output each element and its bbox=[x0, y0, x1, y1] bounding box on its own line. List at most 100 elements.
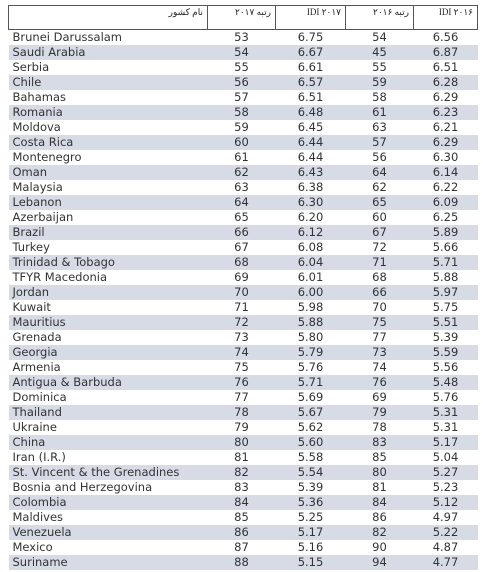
country-cell: Chile bbox=[8, 75, 208, 90]
value-cell: 6.12 bbox=[275, 225, 346, 240]
value-cell: 6.51 bbox=[297, 90, 324, 104]
value-cell: 78 bbox=[207, 405, 276, 420]
table-row: Brunei Darussalam 53 6.75 54 6.56 bbox=[9, 30, 478, 46]
value-cell: 59 bbox=[345, 75, 414, 90]
value-cell: 6.29 bbox=[432, 90, 459, 104]
value-cell: 55 bbox=[372, 60, 387, 74]
country-cell: Thailand bbox=[8, 405, 208, 420]
table-row: Iran (I.R.) 81 5.58 85 5.04 bbox=[9, 450, 478, 465]
country-cell: Bosnia and Herzegovina bbox=[12, 480, 153, 494]
value-cell: 73 bbox=[234, 330, 249, 344]
country-cell: Maldives bbox=[12, 510, 64, 524]
value-cell: 5.97 bbox=[413, 285, 478, 300]
value-cell: 6.30 bbox=[275, 195, 346, 210]
value-cell: 85 bbox=[372, 450, 387, 464]
table-row: Kuwait 71 5.98 70 5.75 bbox=[9, 300, 478, 315]
table-row: Trinidad & Tobago 68 6.04 71 5.71 bbox=[8, 255, 478, 270]
value-cell: 6.29 bbox=[413, 135, 478, 150]
table-row: Georgia 74 5.79 73 5.59 bbox=[8, 345, 478, 360]
value-cell: 5.27 bbox=[413, 465, 478, 480]
value-cell: 5.22 bbox=[413, 525, 478, 540]
value-cell: 6.28 bbox=[413, 75, 478, 90]
value-cell: 6.09 bbox=[413, 195, 478, 210]
value-cell: 60 bbox=[207, 135, 276, 150]
country-cell: Iran (I.R.) bbox=[12, 450, 66, 464]
value-cell: 86 bbox=[372, 510, 387, 524]
value-cell: 5.76 bbox=[432, 390, 459, 404]
table-row: Saudi Arabia 54 6.67 45 6.87 bbox=[8, 45, 478, 60]
table-row: Azerbaijan 65 6.20 60 6.25 bbox=[9, 210, 478, 225]
table-row: Bahamas 57 6.51 58 6.29 bbox=[9, 90, 478, 105]
value-cell: 64 bbox=[207, 195, 276, 210]
country-cell: Kuwait bbox=[12, 300, 51, 314]
table-row: Serbia 55 6.61 55 6.51 bbox=[9, 60, 478, 75]
value-cell: 67 bbox=[345, 225, 414, 240]
value-cell: 6.14 bbox=[413, 165, 478, 180]
country-cell: Brazil bbox=[8, 225, 208, 240]
country-cell: Malaysia bbox=[12, 180, 63, 194]
header-cell: IDI ۲۰۱۷ bbox=[275, 5, 346, 30]
value-cell: 5.04 bbox=[432, 450, 459, 464]
value-cell: 61 bbox=[234, 150, 249, 164]
country-cell: Azerbaijan bbox=[12, 210, 74, 224]
value-cell: 6.61 bbox=[297, 60, 324, 74]
value-cell: 5.56 bbox=[432, 360, 459, 374]
value-cell: 5.16 bbox=[297, 540, 324, 554]
value-cell: 65 bbox=[234, 210, 249, 224]
country-cell: China bbox=[8, 435, 208, 450]
country-cell: Georgia bbox=[8, 345, 208, 360]
table-row: Oman 62 6.43 64 6.14 bbox=[8, 165, 478, 180]
table-row: Suriname 88 5.15 94 4.77 bbox=[8, 555, 478, 570]
country-cell: Bahamas bbox=[12, 90, 67, 104]
value-cell: 6.23 bbox=[413, 105, 478, 120]
value-cell: 76 bbox=[207, 375, 276, 390]
value-cell: 5.80 bbox=[297, 330, 324, 344]
value-cell: 77 bbox=[372, 330, 387, 344]
value-cell: 86 bbox=[207, 525, 276, 540]
country-cell: TFYR Macedonia bbox=[12, 270, 108, 284]
value-cell: 5.54 bbox=[275, 465, 346, 480]
value-cell: 5.89 bbox=[413, 225, 478, 240]
value-cell: 83 bbox=[234, 480, 249, 494]
country-cell: Saudi Arabia bbox=[8, 45, 208, 60]
value-cell: 6.25 bbox=[432, 210, 459, 224]
country-cell: Antigua & Barbuda bbox=[8, 375, 208, 390]
value-cell: 6.22 bbox=[432, 180, 459, 194]
table-row: Mauritius 72 5.88 75 5.51 bbox=[8, 315, 478, 330]
value-cell: 5.17 bbox=[275, 525, 346, 540]
value-cell: 63 bbox=[234, 180, 249, 194]
table-row: Ukraine 79 5.62 78 5.31 bbox=[9, 420, 478, 435]
value-cell: 77 bbox=[234, 390, 249, 404]
table-row: Bosnia and Herzegovina 83 5.39 81 5.23 bbox=[9, 480, 478, 495]
value-cell: 94 bbox=[345, 555, 414, 570]
value-cell: 59 bbox=[234, 120, 249, 134]
table-row: Colombia 84 5.36 84 5.12 bbox=[8, 495, 478, 510]
value-cell: 6.38 bbox=[297, 180, 324, 194]
value-cell: 83 bbox=[345, 435, 414, 450]
value-cell: 64 bbox=[345, 165, 414, 180]
value-cell: 85 bbox=[234, 510, 249, 524]
value-cell: 5.66 bbox=[432, 240, 459, 254]
table-row: Montenegro 61 6.44 56 6.30 bbox=[9, 150, 478, 165]
value-cell: 57 bbox=[234, 90, 249, 104]
value-cell: 60 bbox=[372, 210, 387, 224]
value-cell: 5.75 bbox=[432, 300, 459, 314]
value-cell: 5.58 bbox=[297, 450, 324, 464]
value-cell: 58 bbox=[372, 90, 387, 104]
value-cell: 5.67 bbox=[275, 405, 346, 420]
country-cell: Grenada bbox=[12, 330, 62, 344]
value-cell: 84 bbox=[345, 495, 414, 510]
value-cell: 5.62 bbox=[297, 420, 324, 434]
country-cell: Ukraine bbox=[12, 420, 57, 434]
country-cell: Mauritius bbox=[8, 315, 208, 330]
value-cell: 90 bbox=[372, 540, 387, 554]
table-row: Chile 56 6.57 59 6.28 bbox=[8, 75, 478, 90]
value-cell: 5.25 bbox=[297, 510, 324, 524]
country-cell: Trinidad & Tobago bbox=[8, 255, 208, 270]
table-row: Turkey 67 6.08 72 5.66 bbox=[9, 240, 478, 255]
value-cell: 5.98 bbox=[297, 300, 324, 314]
country-cell: Serbia bbox=[12, 60, 50, 74]
value-cell: 5.88 bbox=[432, 270, 459, 284]
value-cell: 6.08 bbox=[297, 240, 324, 254]
